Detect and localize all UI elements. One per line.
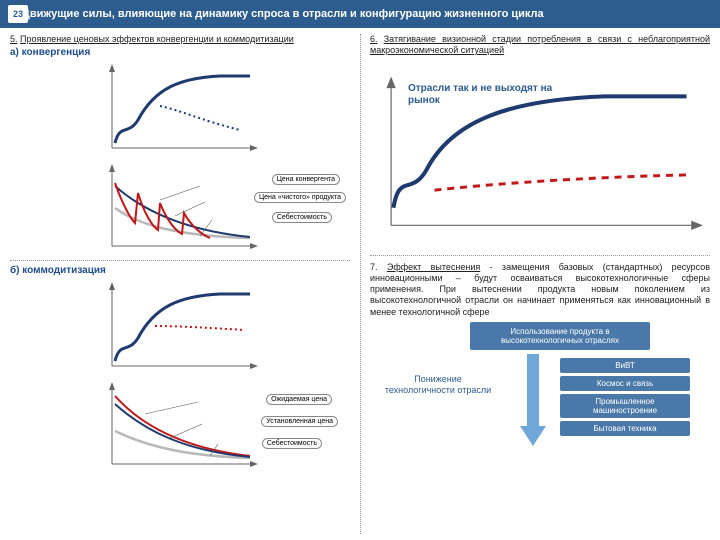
chart-commoditization-top: [10, 276, 350, 376]
arrow-down-icon: [520, 354, 546, 446]
subtitle-b: б) коммодитизация: [10, 265, 350, 276]
legend-convergent-price: Цена конвергента: [272, 174, 340, 185]
section-7-title: 7. Эффект вытеснения - замещения базовых…: [370, 262, 710, 318]
legend-expected-price: Ожидаемая цена: [266, 394, 332, 405]
chart-convergence-bottom: Цена конвергента Цена «чистого» продукта…: [10, 158, 350, 258]
slide-title: Движущие силы, влияющие на динамику спро…: [22, 8, 544, 20]
top-box-label: Использование продукта в высокотехнологи…: [470, 322, 650, 350]
industry-box: ВиВТ: [560, 358, 690, 373]
right-column: 6. Затягивание визионной стадии потребле…: [360, 28, 720, 540]
legend-set-price: Установленная цена: [261, 416, 338, 427]
hr-divider: [10, 260, 350, 261]
legend-cost-a: Себестоимость: [272, 212, 332, 223]
side-label: Понижение технологичности отрасли: [378, 374, 498, 396]
subtitle-a: а) конвергенция: [10, 47, 350, 58]
content-area: 5. Проявление ценовых эффектов конверген…: [0, 28, 720, 540]
section-6-title: 6. Затягивание визионной стадии потребле…: [370, 34, 710, 57]
industry-box: Промышленное машиностроение: [560, 394, 690, 418]
legend-pure-price: Цена «чистого» продукта: [254, 192, 346, 203]
industry-box: Бытовая техника: [560, 421, 690, 436]
annotation-no-market: Отрасли так и не выходят на рынок: [408, 83, 558, 107]
industry-stack: ВиВТ Космос и связь Промышленное машинос…: [560, 358, 690, 436]
section-5-title: 5. Проявление ценовых эффектов конверген…: [10, 34, 350, 45]
industry-box: Космос и связь: [560, 376, 690, 391]
chart-convergence-top: [10, 58, 350, 158]
legend-cost-b: Себестоимость: [262, 438, 322, 449]
hr-divider-right: [370, 255, 710, 256]
left-column: 5. Проявление ценовых эффектов конверген…: [0, 28, 360, 540]
chart-vision-delay: Отрасли так и не выходят на рынок: [370, 65, 710, 245]
slide-header: 23 Движущие силы, влияющие на динамику с…: [0, 0, 720, 28]
displacement-diagram: Использование продукта в высокотехнологи…: [370, 322, 710, 452]
chart-commoditization-bottom: Ожидаемая цена Установленная цена Себест…: [10, 376, 350, 476]
